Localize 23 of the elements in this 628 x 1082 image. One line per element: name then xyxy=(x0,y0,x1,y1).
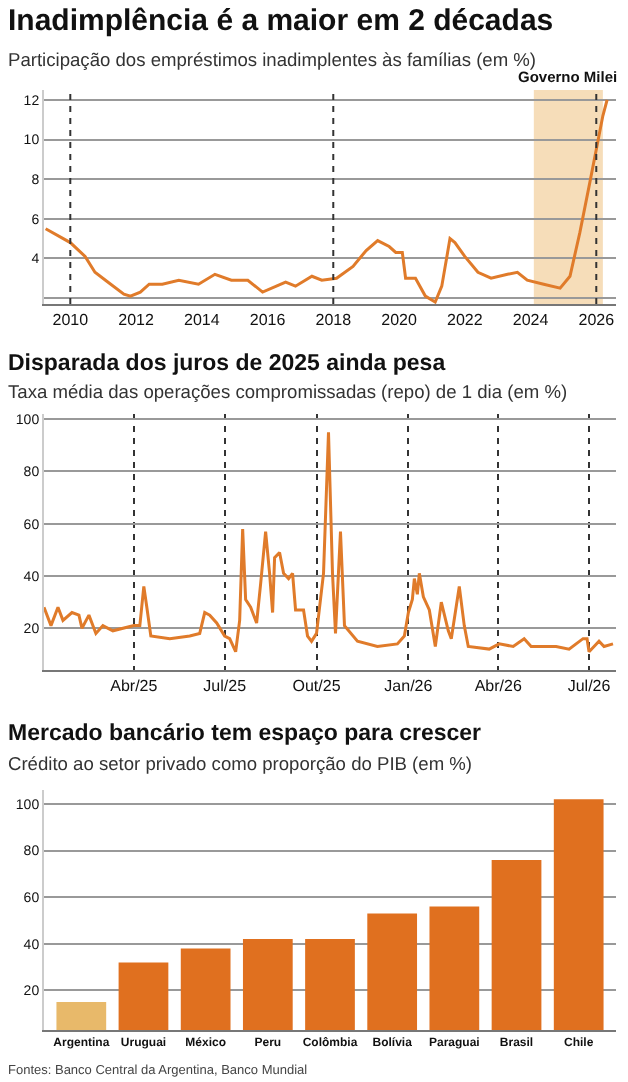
x-tick-label: 2020 xyxy=(381,311,418,330)
chart-title: Disparada dos juros de 2025 ainda pesa xyxy=(8,352,447,376)
chart-title: Mercado bancário tem espaço para crescer xyxy=(8,722,483,746)
chart-title: Inadimplência é a maior em 2 décadas xyxy=(8,4,554,38)
chart-subtitle: Crédito ao setor privado como proporção do PIB (em %) xyxy=(8,754,473,774)
x-tick-label: 2018 xyxy=(315,311,353,330)
x-tick-label: Jul/25 xyxy=(203,677,248,696)
x-tick-label: Jan/26 xyxy=(384,677,434,696)
x-tick-label: 2022 xyxy=(446,311,484,330)
x-tick-label: Out/25 xyxy=(292,677,342,696)
x-tick-label: 2026 xyxy=(578,311,616,330)
x-tick-label: 2010 xyxy=(52,311,90,330)
x-tick-label: 2016 xyxy=(249,311,287,330)
x-tick-label: 2024 xyxy=(512,311,550,330)
x-tick-label: Abr/25 xyxy=(110,677,159,696)
line-series xyxy=(44,430,615,654)
chart-subtitle: Participação dos empréstimos inadimplentes às famílias (em %) xyxy=(8,50,537,70)
line-series xyxy=(44,98,609,304)
chart-subtitle: Taxa média das operações compromissadas (repo) de 1 dia (em %) xyxy=(8,382,568,402)
x-tick-label: 2012 xyxy=(118,311,155,330)
x-tick-label: Jul/26 xyxy=(567,677,612,696)
x-tick-label: Abr/26 xyxy=(474,677,523,696)
x-tick-label: 2014 xyxy=(184,311,221,330)
